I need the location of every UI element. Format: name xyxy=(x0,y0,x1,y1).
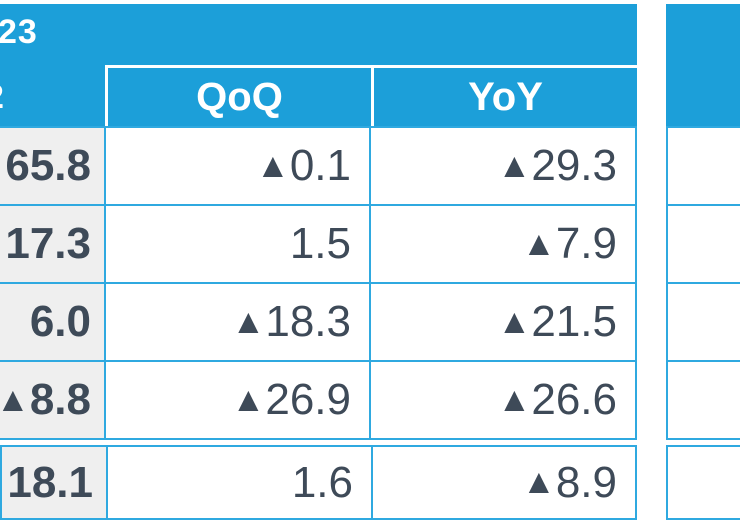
negative-triangle-icon: ▲ xyxy=(521,224,556,263)
qoq-value-cell: ▲ 0.1 xyxy=(106,128,371,204)
col-header-qoq: QoQ xyxy=(105,65,371,126)
table-row: 17.3 1.5 ▲ 7.9 xyxy=(0,206,635,284)
right-table-body xyxy=(666,126,740,440)
table-row: 65.8 ▲ 0.1 ▲ 29.3 xyxy=(0,128,635,206)
yoy-value-cell: ▲ 21.5 xyxy=(497,297,617,346)
yoy-value-cell: ▲ 7.9 xyxy=(521,219,617,268)
right-table-fragment xyxy=(666,4,740,440)
negative-triangle-icon: ▲ xyxy=(231,380,266,419)
negative-triangle-icon: ▲ xyxy=(497,380,532,419)
stub-header-fragment: 2 xyxy=(0,78,4,117)
table-row xyxy=(666,284,740,362)
right-table-summary-row xyxy=(666,445,740,520)
table-row xyxy=(666,362,740,440)
results-table: 23 2 QoQ YoY 65.8 ▲0.1 ▲29.3 17.3 1.5 ▲7… xyxy=(0,4,637,440)
col-header-yoy: YoY xyxy=(371,65,637,126)
summary-yoy-cell: ▲ 8.9 xyxy=(521,457,617,507)
summary-qoq-cell: 1.6 xyxy=(108,447,373,518)
negative-triangle-icon: ▲ xyxy=(255,146,290,185)
table-row xyxy=(666,128,740,206)
right-table-header xyxy=(666,4,740,126)
table-body: 65.8 ▲ 0.1 ▲ 29.3 17.3 1.5 ▲ 7.9 6.0 ▲ 18.3 … xyxy=(0,126,637,440)
yoy-value-cell: ▲ 26.6 xyxy=(497,375,617,424)
table-header: 23 2 QoQ YoY xyxy=(0,4,637,126)
negative-triangle-icon: ▲ xyxy=(497,146,532,185)
row-label-cell: 6.0 xyxy=(0,284,106,360)
row-label-cell: 17.3 xyxy=(0,206,106,282)
table-row: ▲ 8.8 ▲ 26.9 ▲ 26.6 xyxy=(0,362,635,440)
row-label-cell: ▲ 8.8 xyxy=(0,362,106,438)
negative-triangle-icon: ▲ xyxy=(231,302,266,341)
negative-triangle-icon: ▲ xyxy=(497,302,532,341)
negative-triangle-icon: ▲ xyxy=(521,463,556,501)
negative-triangle-icon: ▲ xyxy=(0,380,30,419)
yoy-value-cell: ▲ 29.3 xyxy=(497,141,617,190)
qoq-value-cell: ▲ 18.3 xyxy=(106,284,371,360)
table-row: 6.0 ▲ 18.3 ▲ 21.5 xyxy=(0,284,635,362)
table-row xyxy=(666,206,740,284)
summary-row: 18.1 1.6 ▲ 8.9 xyxy=(0,445,637,520)
summary-label-cell: 18.1 xyxy=(2,447,108,518)
row-label-cell: 65.8 xyxy=(0,128,106,204)
period-title-fragment: 23 xyxy=(0,13,38,51)
qoq-value-cell: ▲ 26.9 xyxy=(106,362,371,438)
qoq-value-cell: 1.5 xyxy=(106,206,371,282)
